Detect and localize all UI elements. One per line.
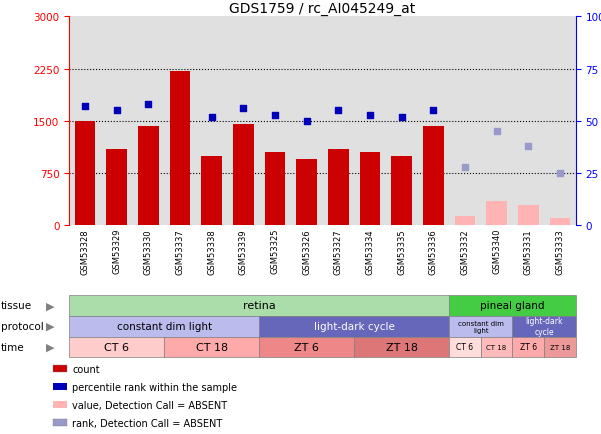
Point xyxy=(460,164,470,171)
Point xyxy=(270,112,279,119)
Bar xyxy=(201,156,222,226)
Bar xyxy=(227,17,259,226)
Bar xyxy=(328,149,349,226)
Point xyxy=(239,105,248,112)
Text: CT 18: CT 18 xyxy=(195,342,228,352)
Point xyxy=(429,108,438,115)
Text: pineal gland: pineal gland xyxy=(480,301,545,310)
Bar xyxy=(53,419,67,427)
Bar xyxy=(418,17,449,226)
Bar xyxy=(291,17,322,226)
Bar xyxy=(259,316,449,337)
Bar xyxy=(513,337,544,358)
Point xyxy=(302,118,311,125)
Bar xyxy=(53,383,67,391)
Text: ZT 18: ZT 18 xyxy=(386,342,418,352)
Bar xyxy=(69,17,101,226)
Bar xyxy=(513,17,544,226)
Point xyxy=(365,112,375,119)
Point xyxy=(334,108,343,115)
Bar xyxy=(423,126,444,226)
Bar xyxy=(259,17,291,226)
Bar xyxy=(101,17,132,226)
Point xyxy=(555,170,565,177)
Bar xyxy=(449,316,513,337)
Bar xyxy=(486,201,507,226)
Text: constant dim
light: constant dim light xyxy=(458,320,504,333)
Point xyxy=(207,114,216,121)
Bar xyxy=(359,153,380,226)
Bar xyxy=(354,337,449,358)
Title: GDS1759 / rc_AI045249_at: GDS1759 / rc_AI045249_at xyxy=(230,2,415,16)
Bar xyxy=(53,365,67,372)
Bar xyxy=(449,17,481,226)
Bar xyxy=(544,337,576,358)
Text: CT 6: CT 6 xyxy=(456,343,474,352)
Text: value, Detection Call = ABSENT: value, Detection Call = ABSENT xyxy=(73,400,228,410)
Bar xyxy=(106,149,127,226)
Text: ZT 6: ZT 6 xyxy=(294,342,319,352)
Text: light-dark cycle: light-dark cycle xyxy=(314,322,394,331)
Text: ▶: ▶ xyxy=(46,342,55,352)
Bar xyxy=(544,17,576,226)
Bar xyxy=(296,160,317,226)
Point xyxy=(492,128,501,135)
Text: CT 6: CT 6 xyxy=(104,342,129,352)
Bar xyxy=(164,17,196,226)
Text: CT 18: CT 18 xyxy=(486,344,507,350)
Bar xyxy=(233,124,254,226)
Bar xyxy=(69,337,164,358)
Bar xyxy=(132,17,164,226)
Text: rank, Detection Call = ABSENT: rank, Detection Call = ABSENT xyxy=(73,418,222,428)
Bar xyxy=(322,17,354,226)
Bar xyxy=(449,337,481,358)
Bar xyxy=(69,295,449,316)
Text: ▶: ▶ xyxy=(46,301,55,310)
Text: percentile rank within the sample: percentile rank within the sample xyxy=(73,382,237,392)
Bar xyxy=(550,218,570,226)
Text: protocol: protocol xyxy=(1,322,43,331)
Bar xyxy=(169,72,191,226)
Text: tissue: tissue xyxy=(1,301,32,310)
Bar xyxy=(481,17,513,226)
Point xyxy=(523,143,533,150)
Bar xyxy=(69,316,259,337)
Bar xyxy=(264,153,285,226)
Bar xyxy=(391,156,412,226)
Bar xyxy=(481,337,513,358)
Bar xyxy=(354,17,386,226)
Bar xyxy=(449,295,576,316)
Bar xyxy=(386,17,418,226)
Bar xyxy=(518,206,538,226)
Bar xyxy=(454,217,475,226)
Bar xyxy=(164,337,259,358)
Bar xyxy=(196,17,227,226)
Bar xyxy=(53,401,67,408)
Point xyxy=(397,114,406,121)
Text: light-dark
cycle: light-dark cycle xyxy=(525,317,563,336)
Point xyxy=(112,108,121,115)
Text: time: time xyxy=(1,342,24,352)
Text: retina: retina xyxy=(243,301,275,310)
Bar xyxy=(513,316,576,337)
Text: constant dim light: constant dim light xyxy=(117,322,212,331)
Point xyxy=(144,102,153,108)
Point xyxy=(80,103,90,110)
Bar xyxy=(138,126,159,226)
Text: count: count xyxy=(73,364,100,374)
Text: ZT 6: ZT 6 xyxy=(520,343,537,352)
Text: ▶: ▶ xyxy=(46,322,55,331)
Bar xyxy=(259,337,354,358)
Text: ZT 18: ZT 18 xyxy=(550,344,570,350)
Bar xyxy=(75,122,95,226)
